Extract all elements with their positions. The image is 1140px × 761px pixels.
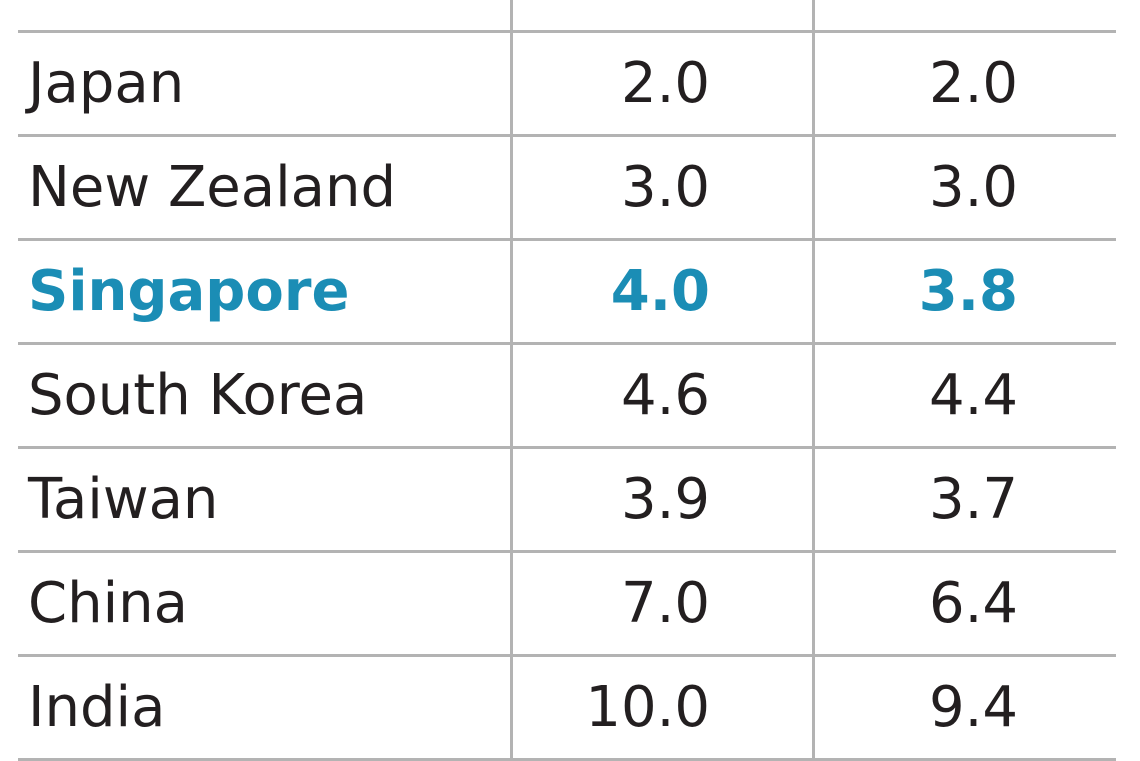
value-cell: 3.7 bbox=[928, 467, 1018, 532]
country-cell: Japan bbox=[28, 51, 185, 116]
row-divider bbox=[18, 30, 1116, 33]
value-cell: 3.0 bbox=[928, 155, 1018, 220]
value-cell: 3.0 bbox=[620, 155, 710, 220]
value-cell: 2.0 bbox=[620, 51, 710, 116]
column-divider bbox=[812, 0, 815, 760]
row-divider bbox=[18, 342, 1116, 345]
country-cell: South Korea bbox=[28, 363, 368, 428]
row-divider bbox=[18, 238, 1116, 241]
row-divider bbox=[18, 550, 1116, 553]
value-cell: 4.0 bbox=[610, 259, 710, 324]
column-divider bbox=[510, 0, 513, 760]
row-divider bbox=[18, 654, 1116, 657]
country-cell: China bbox=[28, 571, 188, 636]
value-cell: 4.6 bbox=[620, 363, 710, 428]
value-cell: 4.4 bbox=[928, 363, 1018, 428]
country-cell: New Zealand bbox=[28, 155, 396, 220]
value-cell: 7.0 bbox=[620, 571, 710, 636]
value-cell: 3.9 bbox=[620, 467, 710, 532]
country-cell: Singapore bbox=[28, 259, 350, 324]
country-cell: Taiwan bbox=[28, 467, 219, 532]
row-divider bbox=[18, 134, 1116, 137]
value-cell: 6.4 bbox=[928, 571, 1018, 636]
row-divider bbox=[18, 446, 1116, 449]
value-cell: 2.0 bbox=[928, 51, 1018, 116]
value-cell: 10.0 bbox=[585, 675, 710, 740]
value-cell: 3.8 bbox=[918, 259, 1018, 324]
country-cell: India bbox=[28, 675, 166, 740]
value-cell: 9.4 bbox=[928, 675, 1018, 740]
